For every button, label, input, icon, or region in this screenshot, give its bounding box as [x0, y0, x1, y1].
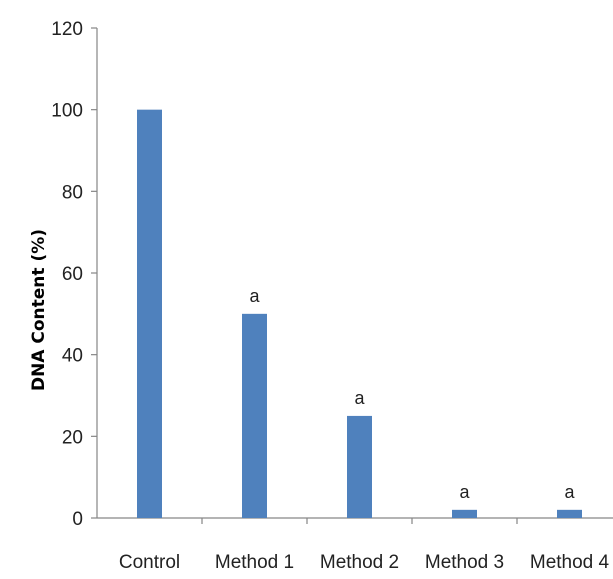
y-tick-label: 120	[51, 19, 83, 40]
y-tick-label: 0	[72, 509, 83, 530]
y-tick-label: 60	[62, 264, 83, 285]
x-category-label: Control	[119, 552, 180, 573]
y-tick-label: 20	[62, 427, 83, 448]
x-category-label: Method 3	[425, 552, 504, 573]
bar-annotations: a a a a	[249, 286, 575, 502]
x-category-label: Method 2	[320, 552, 399, 573]
x-category-label: Method 1	[215, 552, 294, 573]
bar	[347, 415, 372, 518]
bar-annotation: a	[459, 482, 470, 502]
y-axis-title: DNA Content (%)	[29, 229, 49, 391]
y-tick-label: 80	[62, 182, 83, 203]
bar-annotation: a	[354, 388, 365, 408]
x-axis	[97, 517, 613, 524]
y-tick-label: 40	[62, 346, 83, 367]
bars	[137, 109, 582, 519]
category-labels: Control Method 1 Method 2 Method 3 Method 4	[119, 552, 610, 573]
bar	[557, 509, 582, 518]
bar	[137, 109, 162, 519]
x-category-label: Method 4	[530, 552, 610, 573]
bar-annotation: a	[564, 482, 575, 502]
bar-annotation: a	[249, 286, 260, 306]
y-axis: 0 20 40 60 80 100 120	[51, 19, 98, 530]
bar	[242, 313, 267, 518]
bar	[452, 509, 477, 518]
y-tick-label: 100	[51, 101, 83, 122]
